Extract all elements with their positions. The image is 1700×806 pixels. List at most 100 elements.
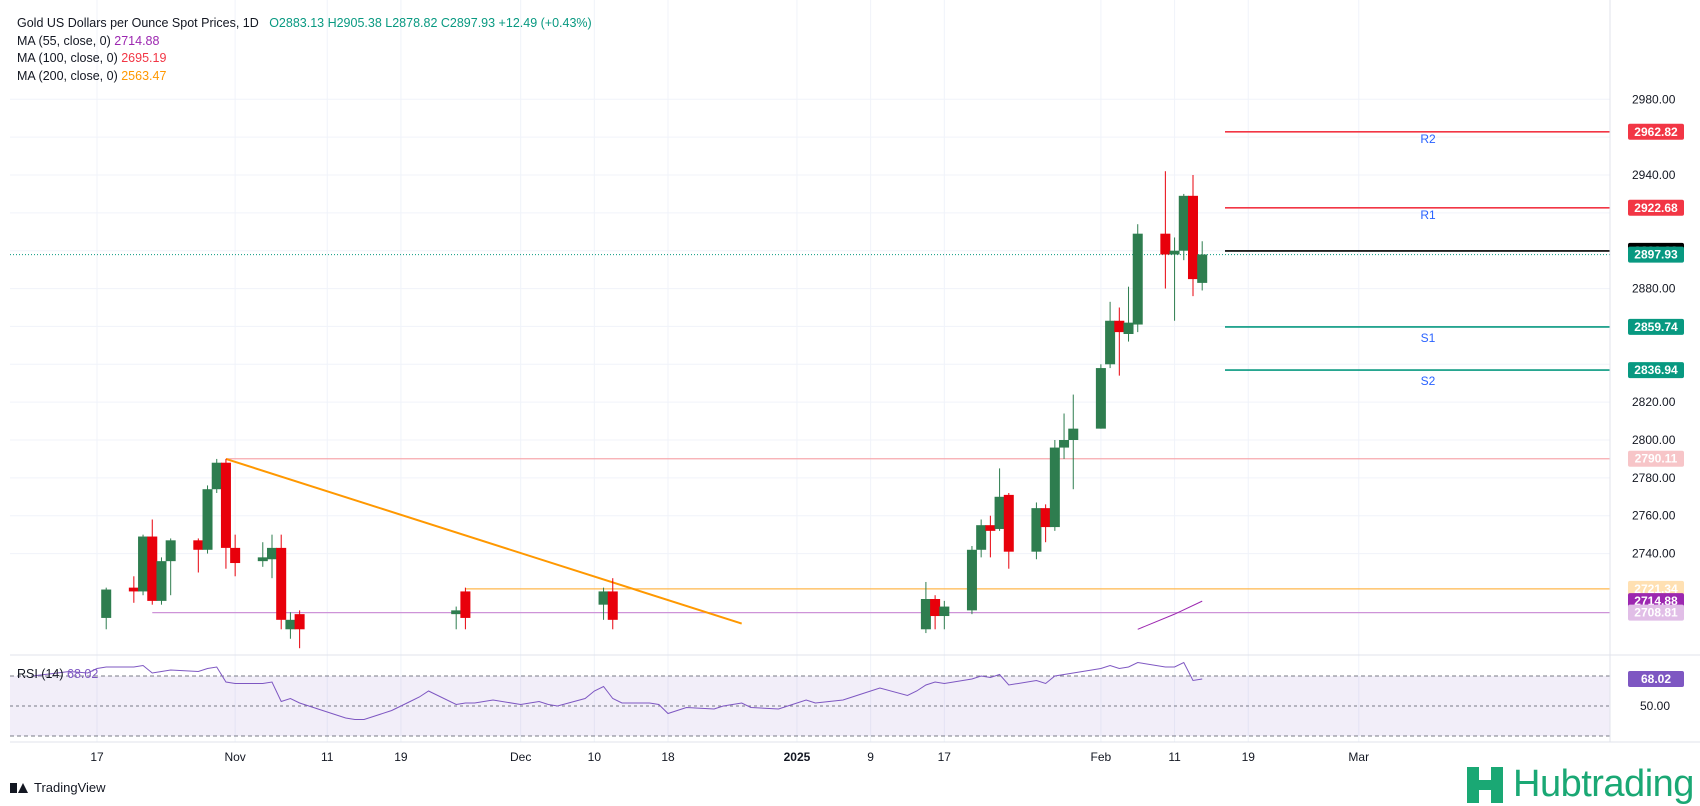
candle [128,576,139,603]
time-tick-label: 9 [867,750,874,764]
rsi-tag-box [1628,670,1684,687]
hubtrading-icon [1465,765,1507,805]
price-tick-label: 2780.00 [1632,471,1676,485]
candle [1132,224,1143,333]
candle-body [598,591,609,605]
price-tag: 2922.68 [1628,199,1684,216]
candle [939,600,950,630]
time-tick-label: Feb [1091,750,1112,764]
candle-body [1105,320,1116,365]
horizontal-lines [152,458,1610,614]
candle-body [211,462,222,490]
price-tag-box [1628,362,1684,379]
candle-body [1040,508,1051,528]
trendline[interactable] [225,457,743,625]
ma-55-line [1137,600,1203,630]
candle-body [1068,428,1079,440]
price-tick-label: 2760.00 [1632,509,1676,523]
candle [1105,301,1116,369]
candle [1059,413,1070,459]
candle [138,534,149,596]
candle-body [285,619,296,630]
time-tick-label: 17 [90,750,104,764]
candle-body [1197,254,1208,283]
time-axis[interactable]: 17 Nov 11 19 Dec 10 18 2025 9 17 Feb 11 19 Mar [90,750,1369,764]
candle [101,587,112,630]
price-tags: 2962.822922.682899.892897.932859.742836.… [1628,123,1684,687]
candle-body [607,591,618,620]
candle-body [460,591,471,618]
tradingview-logo[interactable]: TradingView [10,780,106,795]
rsi-tag-text: 68.02 [1641,672,1671,686]
candle-body [202,489,213,550]
rsi-tag: 68.02 [1628,670,1684,687]
hubtrading-logo: Hubtrading [1465,763,1694,806]
candle-body [930,599,941,617]
price-tag: 2721.34 [1628,580,1684,597]
pivot-label-r1: R1 [1420,208,1436,222]
candle-body [451,610,462,615]
candle-body [1095,368,1106,429]
price-tag-text: 2790.11 [1635,452,1678,466]
candle-body [1169,250,1180,255]
price-tick-label: 2740.00 [1632,547,1676,561]
time-tick-label: 19 [394,750,408,764]
rsi-legend[interactable]: RSI (14) 68.02 [17,667,99,681]
chart-title[interactable]: Gold US Dollars per Ounce Spot Prices, 1… [17,16,259,30]
time-tick-label: 10 [588,750,602,764]
price-axis[interactable]: 2740.00 2760.00 2780.00 2800.00 2820.00 2880.… [1632,92,1676,713]
time-tick-label: 19 [1242,750,1256,764]
price-tag-box [1628,123,1684,140]
candle-body [128,587,139,592]
candle [1040,504,1051,543]
price-tag: 2859.74 [1628,318,1684,335]
candle [230,534,241,577]
price-tag-text: 2859.74 [1634,320,1678,334]
candle [598,587,609,620]
candle-body [966,549,977,611]
candle-body [101,589,112,618]
candle [257,542,268,567]
candle-body [1059,440,1070,448]
candle-body [156,561,167,601]
candle [985,515,996,558]
price-tag: 2790.11 [1628,450,1684,467]
candle-body [294,614,305,630]
candle [165,538,176,596]
pivot-levels[interactable]: R2 R1 S1 S2 [1225,131,1610,388]
time-tick-label: 18 [661,750,675,764]
time-tick-label: 11 [1168,750,1181,764]
price-tag-text: 2721.34 [1634,582,1678,596]
candle [1187,175,1198,297]
price-tag-box [1628,246,1684,263]
candle [1114,307,1125,376]
rsi-panel [10,0,1700,743]
price-tag-box [1628,450,1684,467]
ma-100-legend[interactable]: MA (100, close, 0) 2695.19 [17,51,167,65]
trendline-segment [225,457,743,625]
pivot-label-s1: S1 [1421,331,1436,345]
candle [294,610,305,649]
candle [607,578,618,630]
price-tick-label: 2980.00 [1632,92,1676,106]
price-tag-text: 2922.68 [1634,201,1678,215]
candle [920,581,931,634]
price-tag: 2962.82 [1628,123,1684,140]
candle [220,458,231,569]
candle-body [193,540,204,550]
candle [147,519,158,605]
price-tag-box [1628,604,1684,621]
candle [1049,440,1060,531]
price-tag: 2897.93 [1628,246,1684,263]
candle [966,546,977,615]
time-tick-label: Mar [1348,750,1369,764]
candle-body [138,536,149,592]
ma-55-legend[interactable]: MA (55, close, 0) 2714.88 [17,33,160,48]
candle [1169,237,1180,321]
candle-body [1123,322,1134,334]
candle-body [257,557,268,562]
price-tag-text: 2897.93 [1634,248,1678,262]
tradingview-icon [10,782,28,793]
ma-200-legend[interactable]: MA (200, close, 0) 2563.47 [17,68,167,83]
